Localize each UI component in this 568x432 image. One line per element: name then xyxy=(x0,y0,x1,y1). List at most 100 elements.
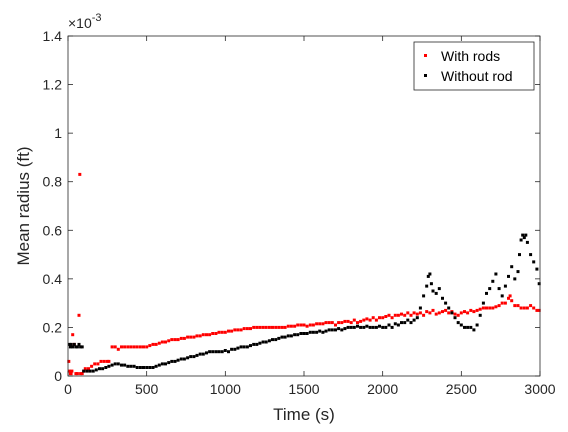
data-point xyxy=(305,324,309,328)
data-point xyxy=(529,304,533,308)
data-point xyxy=(88,369,92,373)
data-point xyxy=(390,325,394,329)
data-point xyxy=(201,333,205,337)
data-point xyxy=(434,291,438,295)
data-point xyxy=(99,359,103,363)
data-point xyxy=(138,366,142,369)
data-point xyxy=(349,321,353,325)
data-point xyxy=(116,362,120,366)
data-point xyxy=(327,328,331,332)
data-point xyxy=(396,313,400,317)
data-point xyxy=(299,332,303,335)
data-point xyxy=(349,325,353,329)
data-point xyxy=(293,333,297,337)
data-point xyxy=(321,322,325,326)
data-point xyxy=(425,284,429,288)
data-point xyxy=(308,330,312,334)
legend-box xyxy=(413,41,535,91)
data-point xyxy=(75,372,79,376)
data-point xyxy=(494,305,498,309)
data-point xyxy=(214,350,218,354)
data-point xyxy=(123,345,127,349)
data-point xyxy=(233,347,237,351)
data-point xyxy=(472,328,476,332)
legend: With rods Without rod xyxy=(413,41,535,91)
data-point xyxy=(208,333,212,337)
data-point xyxy=(186,356,190,360)
data-point xyxy=(393,322,397,326)
data-point xyxy=(524,233,528,237)
data-point xyxy=(296,323,300,327)
data-point xyxy=(437,311,441,315)
data-point xyxy=(318,329,322,333)
data-point xyxy=(249,344,252,348)
data-point xyxy=(362,325,366,329)
data-point xyxy=(113,345,117,349)
legend-marker-with-rods xyxy=(424,54,427,57)
legend-marker-without-rod xyxy=(424,74,427,77)
data-point xyxy=(258,325,262,329)
data-point xyxy=(403,313,407,317)
data-point xyxy=(488,306,492,310)
data-point xyxy=(211,350,215,354)
data-point xyxy=(456,313,460,317)
data-point xyxy=(286,334,290,338)
data-point xyxy=(450,311,454,315)
data-point xyxy=(93,362,97,366)
data-point xyxy=(418,306,422,310)
data-point xyxy=(71,333,75,337)
data-point xyxy=(343,319,347,323)
data-point xyxy=(437,287,441,291)
ticks: 0 500 1000 1500 2000 2500 3000 0 0.2 0.4 0.6 0.8 1 1.… xyxy=(43,28,556,397)
data-point xyxy=(463,310,466,314)
data-point xyxy=(537,282,541,286)
data-point xyxy=(510,265,514,269)
data-point xyxy=(80,372,84,376)
data-point xyxy=(406,318,410,322)
x-tick-label: 3000 xyxy=(524,381,555,397)
x-tick-label: 0 xyxy=(64,381,72,397)
data-point xyxy=(123,363,127,367)
data-point xyxy=(157,341,161,345)
data-point xyxy=(201,352,205,356)
data-point xyxy=(330,321,334,325)
data-point xyxy=(160,362,164,366)
data-point xyxy=(223,349,227,352)
data-point xyxy=(532,306,536,310)
data-point xyxy=(261,325,265,329)
data-point xyxy=(104,366,108,369)
y-exponent-label: ×10-3 xyxy=(68,12,102,31)
data-point xyxy=(384,325,388,329)
y-axis-title: Mean radius (ft) xyxy=(14,146,33,265)
data-point xyxy=(378,324,381,328)
data-point xyxy=(189,355,193,359)
data-point xyxy=(170,359,174,363)
data-point xyxy=(387,323,391,327)
data-point xyxy=(129,345,133,349)
data-point xyxy=(173,338,177,342)
data-point xyxy=(98,367,101,371)
data-point xyxy=(223,330,227,334)
data-point xyxy=(230,329,234,333)
data-point xyxy=(110,345,114,349)
y-tick-label: 0 xyxy=(54,368,62,384)
data-point xyxy=(132,345,136,349)
data-point xyxy=(513,304,517,308)
data-point xyxy=(198,334,202,338)
data-point xyxy=(94,368,98,372)
data-point xyxy=(485,306,488,310)
data-point xyxy=(85,369,89,373)
data-point xyxy=(154,342,158,346)
data-point xyxy=(182,336,186,340)
data-point xyxy=(96,362,100,366)
data-point xyxy=(343,327,347,331)
data-point xyxy=(415,312,419,316)
data-point xyxy=(422,313,426,317)
data-point xyxy=(82,369,86,373)
data-point xyxy=(362,318,366,322)
data-point xyxy=(69,372,73,376)
data-point xyxy=(337,327,341,331)
data-point xyxy=(525,306,529,310)
data-point xyxy=(113,362,117,366)
data-point xyxy=(374,318,378,322)
